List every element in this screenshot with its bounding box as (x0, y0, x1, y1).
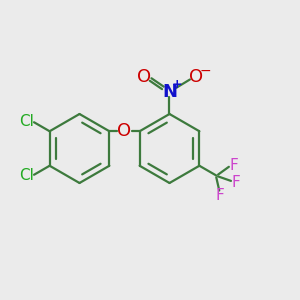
Text: F: F (231, 175, 240, 190)
Text: F: F (229, 158, 238, 172)
Text: O: O (117, 122, 132, 140)
Text: +: + (172, 78, 182, 92)
Text: O: O (189, 68, 204, 85)
Text: O: O (137, 68, 151, 85)
Text: Cl: Cl (19, 114, 34, 129)
Text: N: N (162, 82, 177, 100)
Text: F: F (215, 188, 224, 203)
Text: Cl: Cl (19, 167, 34, 182)
Text: −: − (200, 64, 211, 78)
